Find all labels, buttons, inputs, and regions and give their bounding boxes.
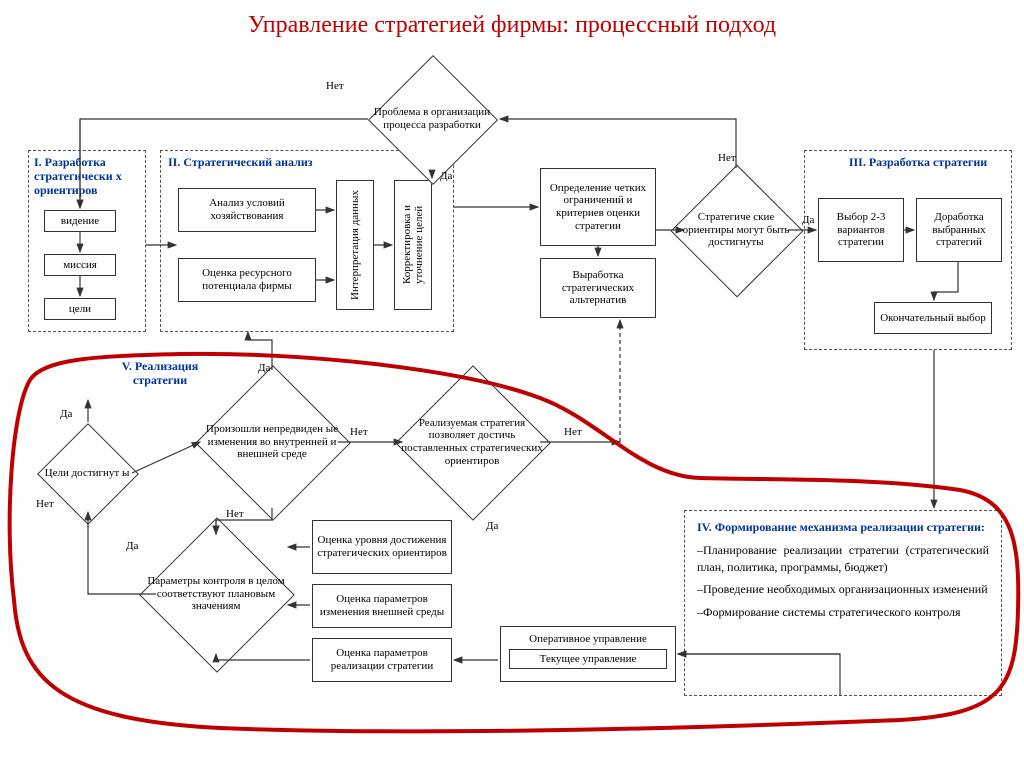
box-eval-impl: Оценка параметров реализации стратегии (312, 638, 452, 682)
group-1-title: I. Разработка стратегически х ориентиров (34, 156, 142, 197)
diamond-problem-text: Проблема в организации процесса разработ… (372, 84, 492, 154)
group-5-title: V. Реализация стратегии (100, 360, 220, 388)
box-correct: Корректировка и уточнение целей (394, 180, 432, 310)
box-analysis-conditions: Анализ условий хозяйствования (178, 188, 316, 232)
box-constraints: Определение четких ограничений и критери… (540, 168, 656, 246)
box-vision: видение (44, 210, 116, 232)
label-problem-yes: Да (440, 170, 452, 182)
label-problem-no: Нет (326, 80, 344, 92)
section-4-p3: –Формирование системы стратегического ко… (697, 604, 989, 621)
section-4-p1: –Планирование реализации стратегии (стра… (697, 542, 989, 576)
label-params-yes: Да (126, 540, 138, 552)
box-eval-level: Оценка уровня достижения стратегических … (312, 520, 452, 574)
group-2-title: II. Стратегический анализ (168, 156, 368, 170)
box-analysis-resources: Оценка ресурсного потенциала фирмы (178, 258, 316, 302)
box-eval-env: Оценка параметров изменения внешней сред… (312, 584, 452, 628)
label-goals-yes: Да (60, 408, 72, 420)
box-refine: Доработка выбранных стратегий (916, 198, 1002, 262)
label-realiz-yes: Да (486, 520, 498, 532)
label-goals-no: Нет (36, 498, 54, 510)
box-mission: миссия (44, 254, 116, 276)
diamond-orient-text: Стратегиче ские ориентиры могут быть дос… (678, 194, 794, 266)
box-operative-outer-label: Оперативное управление (509, 633, 667, 645)
label-changes-no: Нет (350, 426, 368, 438)
section-4: IV. Формирование механизма реализации ст… (684, 510, 1002, 696)
diamond-params-text: Параметры контроля в целом соответствуют… (146, 548, 286, 640)
box-choice: Выбор 2-3 вариантов стратегии (818, 198, 904, 262)
label-orient-no: Нет (718, 152, 736, 164)
section-4-header: IV. Формирование механизма реализации ст… (697, 519, 989, 536)
box-final: Окончательный выбор (874, 302, 992, 334)
box-operative-inner: Текущее управление (509, 649, 667, 669)
label-realiz-no: Нет (564, 426, 582, 438)
box-operative: Оперативное управление Текущее управлени… (500, 626, 676, 682)
diamond-goals-text: Цели достигнут ы (42, 448, 132, 498)
section-4-p2: –Проведение необходимых организационных … (697, 581, 989, 598)
box-alternatives: Выработка стратегических альтернатив (540, 258, 656, 318)
box-interpret: Интерпретация данных (336, 180, 374, 310)
label-changes-no-down: Нет (226, 508, 244, 520)
diamond-realiz-text: Реализуемая стратегия позволяет достичь … (400, 394, 544, 490)
page-title: Управление стратегией фирмы: процессный … (0, 12, 1024, 39)
box-goals: цели (44, 298, 116, 320)
label-changes-yes-top: Да (258, 362, 270, 374)
diamond-changes-text: Произошли непредвиден ые изменения во вн… (200, 398, 344, 486)
group-3-title: III. Разработка стратегии (828, 156, 1008, 170)
